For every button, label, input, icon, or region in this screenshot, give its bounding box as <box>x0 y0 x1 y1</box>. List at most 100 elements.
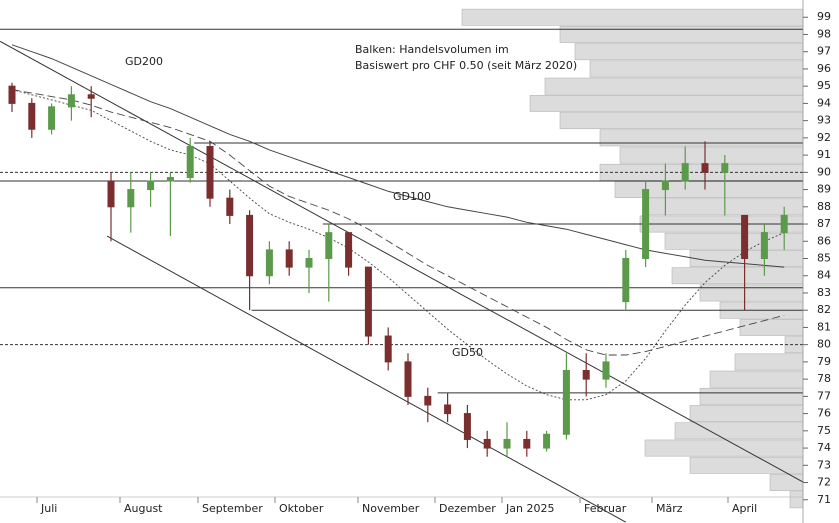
volume-bar <box>689 405 804 423</box>
candle-body <box>325 232 333 259</box>
candle-body <box>48 106 56 130</box>
volume-bar <box>734 353 804 371</box>
y-tick-label: 72 <box>817 476 831 489</box>
candle-body <box>265 249 273 277</box>
month-label: Jan 2025 <box>505 502 554 515</box>
volume-bar <box>664 232 804 250</box>
month-label: Juli <box>40 502 57 515</box>
volume-bar <box>739 319 804 336</box>
month-label: August <box>124 502 163 515</box>
reference-lines <box>0 28 805 523</box>
ma-label: GD200 <box>125 55 163 68</box>
candle-body <box>147 180 155 191</box>
volume-bar <box>709 370 804 388</box>
candles <box>8 82 788 457</box>
month-label: Februar <box>584 502 627 515</box>
candle-body <box>523 438 531 449</box>
candle-body <box>543 433 551 449</box>
candle-body <box>107 180 115 208</box>
y-tick-label: 93 <box>817 114 831 127</box>
y-tick-label: 86 <box>817 234 831 247</box>
y-tick-label: 73 <box>817 458 831 471</box>
volume-bar <box>699 387 804 405</box>
y-tick-label: 94 <box>817 96 831 109</box>
month-label: Dezember <box>439 502 496 515</box>
candle-body <box>87 94 95 99</box>
moving-averages <box>11 44 785 401</box>
y-tick-label: 83 <box>817 286 831 299</box>
candle-body <box>246 214 254 277</box>
candle-body <box>483 438 491 449</box>
volume-bar <box>599 129 804 147</box>
y-tick-label: 82 <box>817 303 831 316</box>
candle-body <box>166 177 174 182</box>
y-tick-label: 96 <box>817 62 831 75</box>
y-tick-label: 81 <box>817 320 831 333</box>
candle-body <box>186 145 194 179</box>
candle-body <box>364 266 372 337</box>
candle-body <box>345 232 353 268</box>
volume-bar <box>529 94 804 112</box>
volume-bar <box>589 60 804 78</box>
y-tick-label: 71 <box>817 493 831 506</box>
candle-body <box>741 214 749 260</box>
candle-body <box>681 163 689 182</box>
annotation: Balken: Handelsvolumen im <box>355 43 509 56</box>
candle-body <box>622 258 630 303</box>
volume-bar <box>789 491 804 509</box>
moving-average <box>11 89 785 356</box>
candle-body <box>206 145 214 199</box>
trend-line <box>106 235 627 523</box>
candle-body <box>8 85 16 104</box>
moving-average <box>11 44 785 268</box>
month-label: September <box>202 502 263 515</box>
y-tick-label: 90 <box>817 165 831 178</box>
candle-body <box>226 197 234 216</box>
y-tick-label: 92 <box>817 131 831 144</box>
candle-body <box>444 404 452 415</box>
trend-line <box>0 40 805 483</box>
y-tick-label: 74 <box>817 441 831 454</box>
volume-bar <box>769 474 804 491</box>
ma-label: GD100 <box>393 190 431 203</box>
candle-body <box>28 102 36 130</box>
y-tick-label: 91 <box>817 148 831 161</box>
volume-bar <box>559 26 804 43</box>
volume-bar <box>671 267 804 285</box>
y-tick-label: 77 <box>817 389 831 402</box>
candle-body <box>285 249 293 268</box>
month-label: März <box>656 502 683 515</box>
candle-body <box>305 258 313 268</box>
month-label: November <box>362 502 420 515</box>
y-tick-label: 98 <box>817 27 831 40</box>
volume-bar <box>674 422 804 440</box>
y-tick-label: 89 <box>817 183 831 196</box>
volume-bar <box>559 112 804 130</box>
candle-body <box>404 361 412 397</box>
volume-bar <box>544 77 804 95</box>
y-tick-label: 88 <box>817 200 831 213</box>
ma-label: GD50 <box>452 346 483 359</box>
candle-body <box>721 163 729 173</box>
volume-bar <box>644 439 804 457</box>
y-tick-label: 84 <box>817 269 831 282</box>
candle-body <box>562 370 570 435</box>
y-tick-label: 78 <box>817 372 831 385</box>
month-label: Oktober <box>279 502 324 515</box>
volume-bar <box>574 43 804 61</box>
candle-body <box>701 163 709 173</box>
candle-body <box>463 413 471 440</box>
y-tick-label: 80 <box>817 338 831 351</box>
candle-body <box>642 189 650 259</box>
y-tick-label: 97 <box>817 45 831 58</box>
y-tick-label: 95 <box>817 79 831 92</box>
volume-bar <box>699 284 804 302</box>
candle-body <box>503 438 511 449</box>
volume-bar <box>619 146 804 164</box>
candle-body <box>127 189 135 208</box>
moving-average <box>11 89 785 401</box>
candle-body <box>67 94 75 108</box>
month-label: April <box>732 502 757 515</box>
